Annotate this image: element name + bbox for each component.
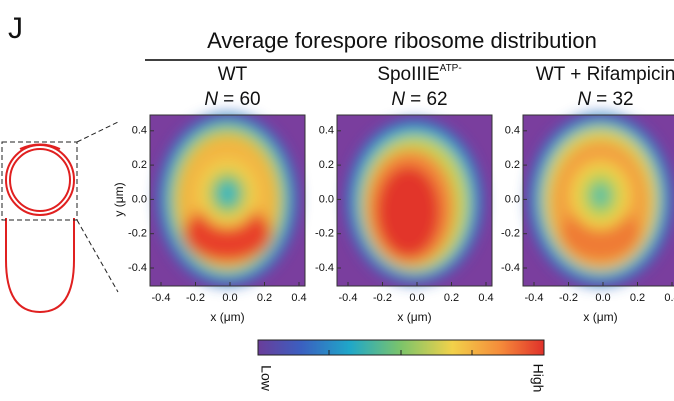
n-value: = 60 — [223, 89, 261, 110]
x-tick-label: 0.2 — [257, 292, 272, 304]
heatmap-region — [183, 205, 272, 262]
x-tick-label: 0.0 — [409, 292, 424, 304]
y-tick-label: 0.0 — [132, 193, 147, 205]
x-tick-label: 0.4 — [291, 292, 306, 304]
colorbar-low: Low — [258, 365, 274, 392]
n-symbol: N — [391, 89, 405, 110]
x-tick-label: 0.2 — [630, 292, 645, 304]
panel-name-text: WT — [218, 64, 248, 85]
n-value: = 32 — [596, 89, 634, 110]
plot-frame — [522, 114, 674, 287]
x-tick-label: 0.2 — [444, 292, 459, 304]
x-tick-label: -0.2 — [186, 292, 205, 304]
heatmap — [157, 113, 298, 286]
figure-title: Average forespore ribosome distribution — [207, 28, 597, 53]
x-tick-label: 0.4 — [664, 292, 674, 304]
x-tick-label: 0.0 — [222, 292, 237, 304]
colorbar-high: High — [530, 364, 546, 393]
x-axis-label: x (μm) — [397, 310, 431, 324]
panel-name: SpoIIIEATP- — [377, 63, 461, 85]
panel-name: WT + Rifampicin — [536, 64, 674, 85]
x-tick-label: -0.2 — [373, 292, 392, 304]
panel-label: J — [8, 12, 23, 45]
y-tick-label: -0.4 — [501, 262, 520, 274]
heatmap-region — [591, 184, 610, 207]
panel-n: N = 32 — [577, 89, 633, 110]
n-symbol: N — [204, 89, 218, 110]
panel-name-text: SpoIIIE — [377, 64, 439, 85]
y-tick-label: 0.4 — [319, 125, 334, 137]
n-value: = 62 — [410, 89, 448, 110]
y-tick-label: -0.2 — [315, 228, 334, 240]
panel-name-text: WT + Rifampicin — [536, 64, 674, 85]
y-tick-label: 0.0 — [505, 193, 520, 205]
panel-n: N = 60 — [204, 89, 260, 110]
panel: WT + Rifampicin N = 32 -0.4 -0.4 -0.2 -0.2 0.0 0… — [501, 64, 674, 324]
x-axis-label: x (μm) — [583, 310, 617, 324]
y-tick-label: 0.4 — [132, 125, 147, 137]
y-axis-label: y (μm) — [112, 182, 126, 216]
y-tick-label: -0.4 — [315, 262, 334, 274]
x-tick-label: -0.4 — [152, 292, 171, 304]
y-tick-label: 0.2 — [132, 159, 147, 171]
heatmap-region — [376, 165, 441, 258]
x-tick-label: -0.4 — [339, 292, 358, 304]
heatmap — [346, 119, 483, 284]
y-tick-label: -0.2 — [501, 228, 520, 240]
n-symbol: N — [577, 89, 591, 110]
y-tick-label: -0.4 — [128, 262, 147, 274]
cell-schematic — [5, 143, 75, 314]
plot-frame — [149, 114, 306, 287]
zoom-indicator — [1, 121, 119, 293]
plot-frame — [336, 114, 493, 287]
panel-superscript: ATP- — [440, 63, 462, 74]
y-tick-label: 0.4 — [505, 125, 520, 137]
x-tick-label: 0.0 — [595, 292, 610, 304]
y-tick-label: 0.2 — [319, 159, 334, 171]
x-tick-label: -0.4 — [525, 292, 544, 304]
panel-name: WT — [218, 64, 248, 85]
panel: WTN = 60-0.4-0.4-0.2-0.20.00.00.20.20.40.… — [112, 64, 306, 324]
y-tick-label: -0.2 — [128, 228, 147, 240]
x-tick-label: -0.2 — [559, 292, 578, 304]
heatmap — [528, 113, 673, 286]
colorbar-ticks — [328, 350, 473, 355]
y-tick-label: 0.0 — [319, 193, 334, 205]
y-tick-label: 0.2 — [505, 159, 520, 171]
panel: SpoIIIEATP- N = 62 -0.4 -0.4 -0.2 -0.2 0.0 0.0 0.… — [315, 63, 494, 325]
panel-n: N = 62 — [391, 89, 447, 110]
x-tick-label: 0.4 — [478, 292, 493, 304]
x-axis-label: x (μm) — [210, 310, 244, 324]
heatmap-region — [218, 182, 237, 205]
